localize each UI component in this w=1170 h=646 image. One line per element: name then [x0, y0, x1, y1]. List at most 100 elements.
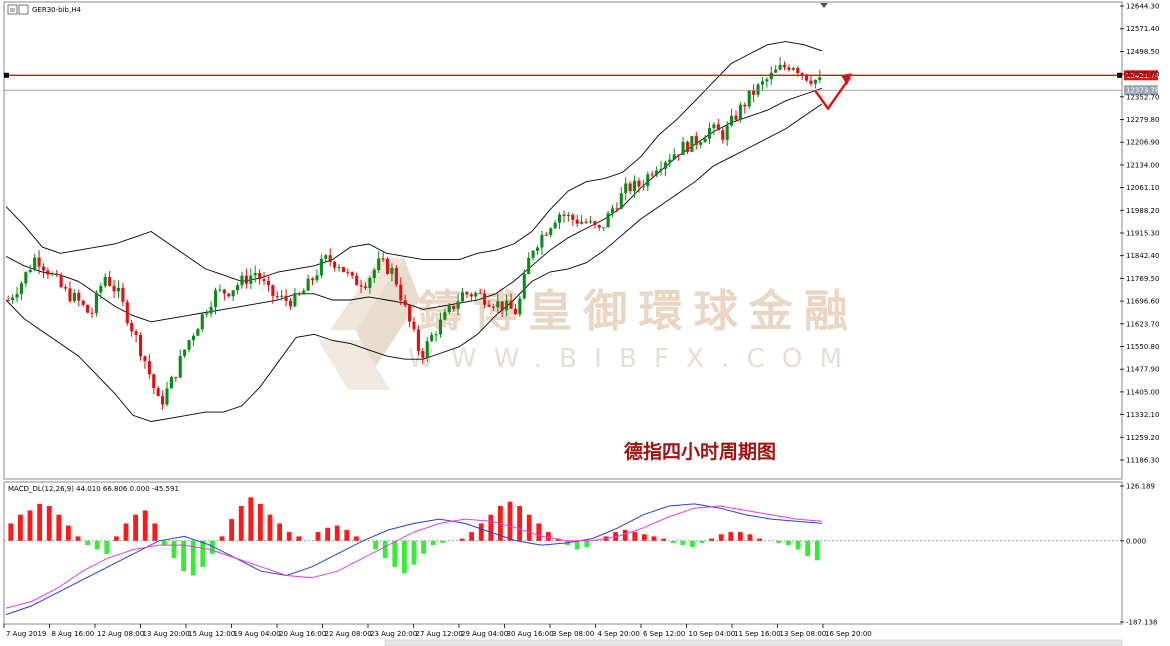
candle-body — [11, 297, 15, 301]
candle-body — [209, 306, 213, 314]
macd-histogram-bar — [219, 536, 225, 541]
candle-body — [302, 290, 306, 295]
candle-body — [218, 289, 222, 291]
candle-body — [15, 293, 19, 298]
price-tick-label: 11842.40 — [1126, 252, 1159, 260]
menu-icon[interactable] — [18, 4, 29, 15]
candle-body — [655, 170, 659, 176]
time-tick-label: 13 Sep 08:00 — [780, 630, 827, 638]
macd-histogram-bar — [171, 540, 177, 559]
forecast-arrowhead-icon — [841, 73, 852, 86]
candle-body — [487, 304, 491, 307]
candle-body — [147, 361, 151, 375]
macd-histogram-bar — [229, 519, 234, 541]
candle-body — [712, 124, 716, 129]
price-tick-label: 12061.10 — [1126, 184, 1159, 192]
macd-line — [5, 503, 823, 616]
candle-body — [800, 72, 804, 75]
candle-body — [752, 90, 756, 95]
macd-histogram-bar — [152, 523, 158, 541]
price-tick-label: 11550.80 — [1126, 343, 1159, 351]
candle-body — [200, 314, 204, 330]
symbol-label: GER30-bib,H4 — [32, 6, 81, 14]
macd-histogram-bar — [814, 540, 820, 561]
candle-body — [253, 273, 257, 276]
scroll-down-icon[interactable] — [820, 3, 828, 8]
candle-body — [677, 154, 681, 156]
macd-histogram-bar — [517, 506, 522, 541]
candle-body — [130, 323, 134, 332]
macd-histogram-bar — [373, 540, 378, 550]
candle-body — [734, 115, 738, 120]
candle-body — [518, 298, 522, 315]
candle-body — [368, 278, 372, 288]
current-price-label: 12373.78 — [1126, 87, 1159, 95]
candle-body — [443, 312, 447, 320]
candle-body — [593, 221, 597, 226]
candle-body — [306, 278, 310, 291]
candle-body — [187, 340, 191, 350]
macd-histogram-bar — [440, 540, 446, 543]
candle-body — [165, 388, 169, 405]
macd-histogram-bar — [699, 540, 705, 543]
time-tick-label: 6 Sep 12:00 — [643, 630, 685, 638]
watermark-en: WWW.BIBFX.COM — [408, 344, 856, 374]
macd-histogram-bar — [181, 540, 186, 572]
candle-body — [434, 334, 438, 336]
resistance-handle-left[interactable] — [4, 72, 9, 78]
candle-body — [112, 285, 116, 292]
candle-body — [447, 305, 451, 313]
horizontal-scrollbar[interactable] — [384, 639, 1123, 646]
candle-body — [491, 306, 495, 308]
macd-histogram-bar — [718, 534, 724, 541]
macd-histogram-bar — [248, 497, 254, 541]
candle-body — [231, 290, 235, 297]
candle-body — [765, 79, 769, 82]
resistance-handle-right[interactable] — [1117, 72, 1122, 78]
macd-histogram-bar — [296, 536, 302, 541]
candle-body — [624, 183, 628, 194]
macd-tick-label: 126.189 — [1126, 483, 1155, 491]
macd-histogram-bar — [238, 506, 244, 541]
candle-body — [566, 214, 570, 216]
candle-body — [258, 273, 262, 280]
macd-histogram-bar — [430, 540, 436, 546]
macd-histogram-bar — [104, 540, 110, 554]
macd-histogram-bar — [66, 525, 71, 541]
candle-body — [641, 186, 645, 188]
candle-body — [571, 214, 575, 220]
macd-panel[interactable] — [3, 481, 1123, 625]
macd-histogram-bar — [536, 523, 542, 541]
candle-body — [311, 278, 315, 281]
candle-body — [460, 292, 465, 302]
time-tick-label: 19 Aug 04:00 — [234, 630, 281, 638]
current-price-tag — [1124, 85, 1158, 96]
price-panel[interactable] — [3, 1, 1123, 480]
price-tick-label: 11623.70 — [1126, 320, 1159, 328]
time-tick-label: 22 Aug 08:00 — [325, 630, 372, 638]
candle-body — [615, 208, 619, 210]
candle-body — [293, 293, 297, 307]
macd-histogram-bar — [94, 540, 100, 550]
candle-body — [805, 74, 809, 81]
candle-body — [408, 305, 412, 322]
candle-body — [425, 341, 429, 358]
macd-histogram-bar — [56, 514, 62, 541]
price-tick-label: 12644.30 — [1126, 3, 1159, 11]
candle-body — [813, 79, 817, 84]
candle-body — [213, 290, 218, 307]
candle-body — [606, 213, 610, 228]
macd-histogram-bar — [200, 540, 206, 567]
candle-body — [496, 301, 500, 308]
candle-body — [41, 266, 46, 271]
candle-body — [527, 257, 531, 275]
candle-body — [584, 221, 588, 223]
candle-body — [632, 180, 637, 192]
macd-histogram-bar — [488, 514, 494, 541]
price-tick-label: 11477.90 — [1126, 366, 1159, 374]
candle-body — [782, 64, 787, 68]
time-tick-label: 30 Aug 16:00 — [507, 630, 554, 638]
bollinger-lower — [5, 103, 823, 422]
price-tick-label: 11332.10 — [1126, 411, 1159, 419]
